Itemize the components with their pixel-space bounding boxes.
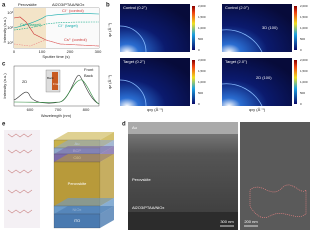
x-tick-label: 100 (39, 49, 46, 54)
giwaxs-image (120, 58, 190, 106)
panel-label: d (122, 122, 126, 128)
stack-layer-side (100, 154, 114, 206)
annotation: Front (84, 67, 94, 72)
colorbar-tick-label: 2,000 (300, 4, 308, 8)
image-title: Control (2.0°) (225, 5, 249, 10)
peak-label: 3D (100) (262, 25, 278, 30)
stack-layer-side (100, 206, 114, 228)
curve (13, 79, 100, 105)
panel-label: e (2, 122, 6, 128)
panel-a: a Perovskite Al2O3/PTAA/NiOx Cl⁻ (contro… (2, 2, 102, 59)
substrate (128, 212, 238, 230)
region-label: Perovskite (18, 2, 37, 7)
layer-label: Au (132, 125, 137, 130)
annotation: 2D (22, 79, 27, 84)
molecules (7, 133, 33, 214)
stack-layer-label: ITO (74, 218, 81, 223)
colorbar-tick-label: 1,000 (300, 26, 308, 30)
x-tick-label: 600 (27, 107, 34, 112)
panel-d: d Au Perovskite Al2O3/PTAA/NiOx 300 nm 2… (122, 122, 310, 230)
y-tick-label: 10³ (7, 10, 13, 15)
image-title: Target (2.0°) (225, 59, 248, 64)
panel-label: c (2, 62, 6, 68)
inset-sample (52, 72, 58, 90)
sem-image (240, 122, 310, 230)
inset-label: Back (47, 76, 54, 80)
panel-c: c 2D Front Back Back Front Intensity (a.… (2, 62, 100, 118)
au-layer (128, 122, 238, 134)
colorbar (294, 6, 297, 50)
giwaxs-image (120, 4, 190, 52)
annotation: Cs⁺ (target) (20, 22, 42, 27)
colorbar-tick-label: 0 (198, 102, 200, 106)
inset-label: Front (53, 82, 60, 86)
peak-label: 2D (100) (256, 75, 272, 80)
colorbar-tick-label: 2,000 (198, 4, 206, 8)
stack-layer-top (54, 206, 114, 214)
colorbar-tick-label: 1,500 (198, 69, 206, 73)
x-tick-label: 200 (67, 49, 74, 54)
stack-layer-top (54, 198, 114, 206)
region-label: Al2O3/PTAA/NiOx (52, 2, 84, 7)
y-label: qz (Å⁻¹) (107, 74, 112, 89)
curve (13, 13, 100, 29)
figure: a Perovskite Al2O3/PTAA/NiOx Cl⁻ (contro… (2, 2, 310, 230)
annotation: Cl⁻ (target) (58, 23, 79, 28)
x-label: qxy (Å⁻¹) (147, 107, 164, 112)
colorbar-tick-label: 1,500 (300, 15, 308, 19)
x-label: Wavelength (nm) (41, 113, 72, 118)
x-tick-label: 300 (95, 49, 102, 54)
colorbar-tick-label: 1,000 (300, 80, 308, 84)
colorbar-tick-label: 500 (198, 37, 203, 41)
colorbar-tick-label: 1,500 (300, 69, 308, 73)
y-tick-label: 10² (7, 25, 13, 30)
x-tick-label: 700 (55, 107, 62, 112)
y-label: Intensity (a.u.) (2, 17, 7, 43)
colorbar (192, 60, 195, 104)
image-title: Control (0.2°) (123, 5, 147, 10)
annotation: Back (84, 73, 93, 78)
colorbar-tick-label: 0 (198, 48, 200, 52)
colorbar-tick-label: 1,500 (198, 15, 206, 19)
annotation: Cl⁻ (control) (62, 8, 84, 13)
panel-label: a (2, 3, 6, 9)
colorbar (294, 60, 297, 104)
colorbar-tick-label: 500 (198, 91, 203, 95)
stack-layer-top (54, 154, 114, 162)
molecule-area (4, 130, 40, 228)
stack-layer-top (54, 146, 114, 154)
panel-label: b (106, 3, 110, 9)
x-tick-label: 0 (13, 49, 16, 54)
y-label: Intensity (a.u.) (2, 73, 7, 99)
colorbar-tick-label: 2,000 (198, 58, 206, 62)
annotation: Cs⁺ (control) (64, 37, 87, 42)
colorbar-tick-label: 1,000 (198, 80, 206, 84)
colorbar-tick-label: 1,000 (198, 26, 206, 30)
ring (119, 25, 263, 107)
y-label: qz (Å⁻¹) (107, 22, 112, 37)
panel-b: b Control (0.2°) Control (2.0°) Target (… (106, 3, 308, 112)
x-label: qxy (Å⁻¹) (249, 107, 266, 112)
stack-layer-label: Perovskite (68, 181, 87, 186)
layer-label: Al2O3/PTAA/NiOx (132, 205, 164, 210)
colorbar-tick-label: 500 (300, 91, 305, 95)
layer-label: Perovskite (132, 177, 151, 182)
x-label: Sputter time (s) (42, 54, 70, 59)
colorbar-tick-label: 2,000 (300, 58, 308, 62)
curve (13, 39, 100, 47)
x-tick-label: 800 (83, 107, 90, 112)
panel-e: e AuBCPC60PerovskiteNiOxITO (2, 122, 114, 229)
colorbar-tick-label: 0 (300, 48, 302, 52)
y-tick-label: 10¹ (7, 40, 13, 45)
scalebar-label: 200 nm (244, 219, 258, 224)
scalebar-label: 300 nm (220, 219, 234, 224)
plot-frame (13, 65, 100, 107)
colorbar-tick-label: 0 (300, 102, 302, 106)
stack-layer-top (54, 132, 114, 140)
curve (13, 21, 100, 31)
image-title: Target (0.2°) (123, 59, 146, 64)
colorbar-tick-label: 500 (300, 37, 305, 41)
colorbar (192, 6, 195, 50)
